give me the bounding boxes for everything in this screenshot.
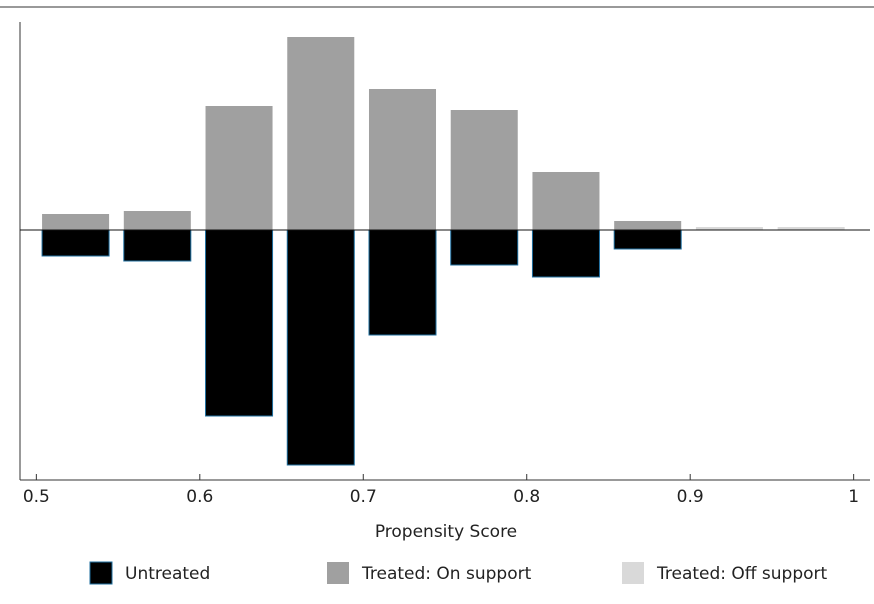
legend-label: Treated: On support	[361, 564, 532, 584]
x-tick-label: 0.8	[513, 487, 540, 507]
bar	[368, 229, 437, 336]
legend-swatch	[89, 561, 113, 585]
x-axis-label: Propensity Score	[375, 522, 517, 542]
bar	[450, 229, 519, 266]
bar	[613, 229, 682, 250]
bar	[777, 227, 845, 230]
bar	[287, 37, 355, 230]
x-tick-label: 0.7	[350, 487, 377, 507]
bar	[205, 106, 273, 230]
bar	[614, 221, 682, 230]
bar	[41, 229, 110, 257]
x-tick-label: 0.6	[186, 487, 213, 507]
bar	[123, 229, 192, 262]
legend-swatch	[327, 562, 349, 584]
x-tick-label: 1	[848, 487, 859, 507]
bar	[42, 214, 110, 230]
bar	[205, 229, 274, 417]
bar	[695, 227, 763, 230]
bar	[123, 211, 191, 230]
legend-swatch	[622, 562, 644, 584]
legend-label: Treated: Off support	[656, 564, 828, 584]
legend-label: Untreated	[125, 564, 210, 584]
bar	[532, 172, 600, 230]
bar	[368, 89, 437, 230]
bar	[450, 110, 518, 230]
bar	[531, 229, 600, 278]
bar	[286, 229, 355, 466]
x-tick-label: 0.9	[677, 487, 704, 507]
x-tick-label: 0.5	[23, 487, 50, 507]
